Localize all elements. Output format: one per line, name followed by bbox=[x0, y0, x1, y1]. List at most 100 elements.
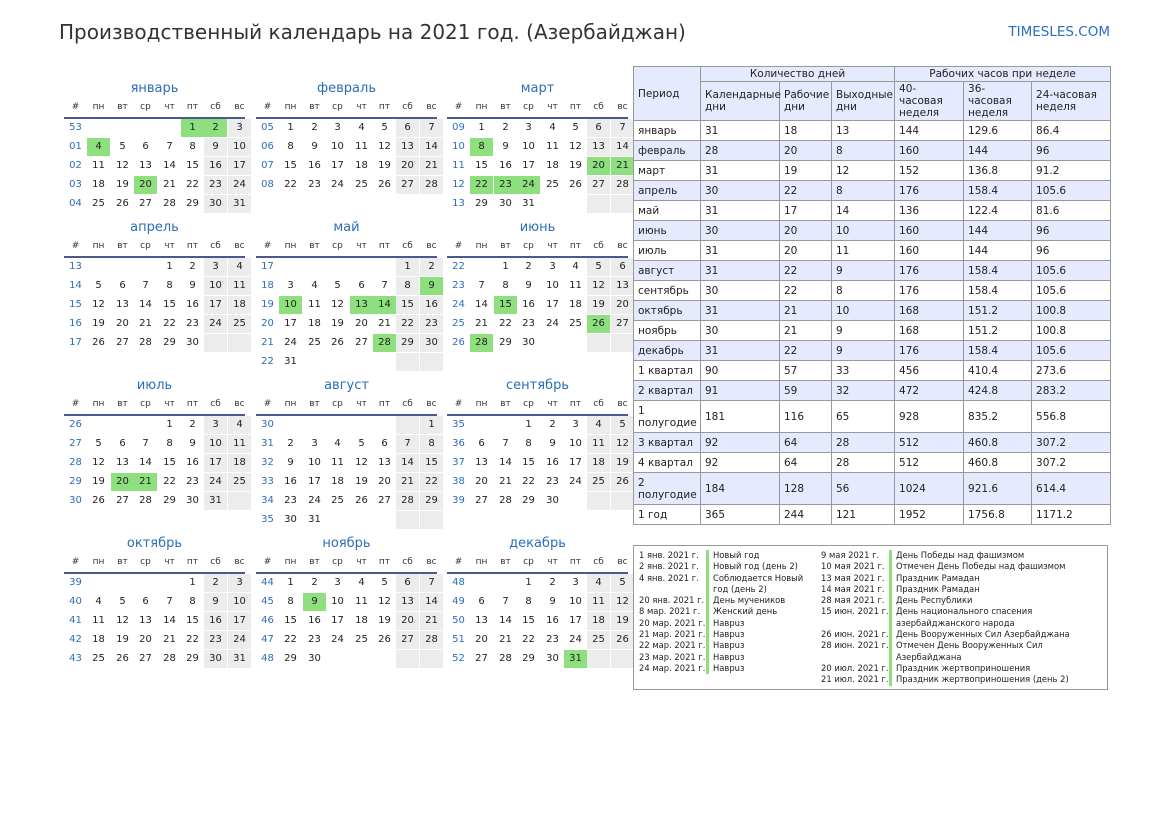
value-cell: 11 bbox=[830, 240, 896, 261]
day-cell bbox=[587, 492, 610, 510]
value-cell: 10 bbox=[830, 220, 896, 241]
day-cell: 25 bbox=[569, 318, 582, 329]
day-cell: 2 bbox=[287, 438, 294, 449]
day-cell: 30 bbox=[204, 195, 227, 213]
day-cell: 21 bbox=[499, 476, 512, 487]
holiday-date: 8 мар. 2021 г. bbox=[639, 606, 701, 617]
value-cell: 100.8 bbox=[1031, 300, 1112, 321]
value-cell: 176 bbox=[894, 180, 965, 201]
week-row: 02 11 12 13 14 15 16 17 bbox=[64, 156, 251, 175]
period-cell: март bbox=[633, 160, 701, 181]
week-number: 45 bbox=[261, 596, 274, 607]
holiday-name: Праздник Рамадан bbox=[889, 572, 980, 584]
week-number: 19 bbox=[261, 299, 274, 310]
period-cell: 2 квартал bbox=[633, 380, 701, 401]
day-cell: 19 bbox=[355, 476, 368, 487]
week-number: 15 bbox=[69, 299, 82, 310]
day-cell: 2 bbox=[502, 122, 509, 133]
day-cell bbox=[564, 492, 587, 510]
day-cell: 23 bbox=[186, 318, 199, 329]
value-cell: 151.2 bbox=[963, 320, 1033, 341]
holiday-name: День мучеников bbox=[706, 595, 785, 607]
day-cell: 10 bbox=[569, 438, 582, 449]
day-cell: 16 bbox=[546, 457, 559, 468]
day-cell: 24 bbox=[569, 634, 582, 645]
day-cell: 31 bbox=[284, 356, 297, 367]
day-cell: 7 bbox=[142, 438, 149, 449]
weekday-label: пт bbox=[569, 241, 582, 251]
week-number: 26 bbox=[452, 337, 465, 348]
day-cell: 28 bbox=[420, 176, 443, 194]
site-link[interactable]: TIMESLES.COM bbox=[1008, 24, 1110, 40]
value-cell: 158.4 bbox=[963, 260, 1033, 281]
day-cell bbox=[303, 416, 326, 434]
day-cell: 8 bbox=[166, 280, 173, 291]
value-cell: 22 bbox=[779, 280, 832, 301]
value-cell: 28 bbox=[830, 452, 896, 473]
day-cell: 3 bbox=[204, 416, 227, 434]
month-name: май bbox=[333, 220, 360, 235]
day-cell bbox=[228, 492, 251, 510]
value-cell: 22 bbox=[779, 340, 832, 361]
day-cell: 21 bbox=[420, 612, 443, 630]
week-number: 10 bbox=[452, 141, 465, 152]
holiday-day-cell: 14 bbox=[373, 296, 396, 314]
value-cell: 835.2 bbox=[963, 400, 1033, 433]
day-cell: 22 bbox=[499, 318, 512, 329]
day-cell: 3 bbox=[228, 574, 251, 592]
day-cell: 22 bbox=[522, 634, 535, 645]
value-cell: 96 bbox=[1031, 240, 1112, 261]
day-cell: 5 bbox=[572, 122, 579, 133]
value-cell: 152 bbox=[894, 160, 965, 181]
day-cell: 10 bbox=[204, 277, 227, 295]
weekday-label: вс bbox=[234, 399, 245, 409]
holiday-name: Праздник жертвоприношения (день 2) bbox=[889, 674, 1069, 686]
day-cell: 20 bbox=[611, 296, 634, 314]
weekday-label: чт bbox=[547, 241, 558, 251]
day-cell: 9 bbox=[311, 141, 318, 152]
weekday-label: вс bbox=[426, 102, 437, 112]
weekday-label: чт bbox=[356, 399, 367, 409]
week-number: 26 bbox=[69, 419, 82, 430]
day-cell: 24 bbox=[546, 318, 559, 329]
week-row: 03 18 19 20 21 22 23 24 bbox=[64, 175, 251, 194]
day-cell: 9 bbox=[189, 438, 196, 449]
day-cell: 1 bbox=[166, 419, 173, 430]
weekday-label: сб bbox=[402, 102, 413, 112]
day-cell: 12 bbox=[331, 299, 344, 310]
day-cell: 16 bbox=[204, 612, 227, 630]
day-cell: 14 bbox=[396, 454, 419, 472]
day-cell: 21 bbox=[139, 318, 152, 329]
value-cell: 64 bbox=[779, 432, 832, 453]
day-cell: 6 bbox=[119, 280, 126, 291]
day-cell bbox=[587, 650, 610, 668]
day-cell: 13 bbox=[139, 160, 152, 171]
day-cell bbox=[611, 650, 634, 668]
day-cell: 31 bbox=[204, 492, 227, 510]
weekday-label: пн bbox=[284, 102, 297, 112]
week-row: 29 19 20 21 22 23 24 25 bbox=[64, 472, 251, 491]
week-number: 39 bbox=[69, 577, 82, 588]
value-cell: 556.8 bbox=[1031, 400, 1112, 433]
month-name: январь bbox=[130, 81, 179, 96]
weekday-header: # пн вт ср чт пт сб вс bbox=[256, 99, 437, 119]
day-cell: 23 bbox=[308, 179, 321, 190]
day-cell: 13 bbox=[116, 299, 129, 310]
day-cell: 25 bbox=[546, 179, 559, 190]
period-cell: 1 год bbox=[633, 504, 701, 525]
weekday-label: сб bbox=[210, 102, 221, 112]
day-cell: 23 bbox=[204, 631, 227, 649]
day-cell: 15 bbox=[522, 615, 535, 626]
value-cell: 28 bbox=[700, 140, 780, 161]
day-cell: 25 bbox=[92, 653, 105, 664]
day-cell: 13 bbox=[475, 615, 488, 626]
day-cell: 30 bbox=[546, 653, 559, 664]
holiday-name: Праздник жертвоприношения bbox=[889, 662, 1030, 675]
week-row: 24 14 15 16 17 18 19 20 bbox=[447, 295, 634, 314]
value-cell: 22 bbox=[779, 180, 832, 201]
day-cell: 7 bbox=[502, 438, 509, 449]
weekday-label: пн bbox=[92, 557, 105, 567]
week-row: 46 15 16 17 18 19 20 21 bbox=[256, 611, 443, 630]
day-cell: 1 bbox=[525, 577, 532, 588]
day-cell: 19 bbox=[116, 634, 129, 645]
